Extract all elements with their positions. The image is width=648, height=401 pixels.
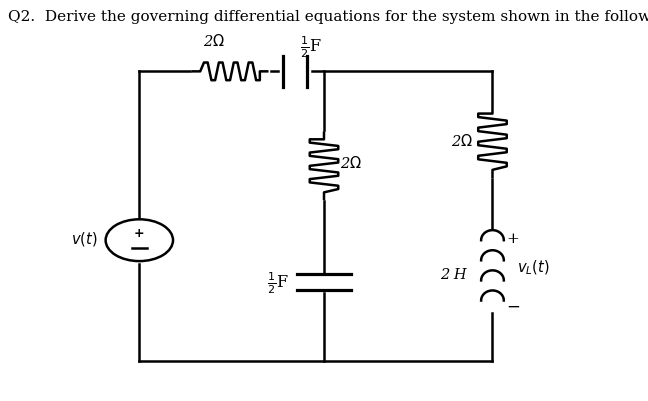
Text: $\frac{1}{2}$F: $\frac{1}{2}$F xyxy=(300,34,321,60)
Text: $\frac{1}{2}$F: $\frac{1}{2}$F xyxy=(267,270,288,296)
Text: −: − xyxy=(507,298,520,315)
Text: 2 H: 2 H xyxy=(440,268,467,282)
Text: 2$\Omega$: 2$\Omega$ xyxy=(340,154,362,170)
Text: $v_L(t)$: $v_L(t)$ xyxy=(517,257,550,276)
Text: +: + xyxy=(134,226,145,239)
Text: +: + xyxy=(507,232,520,245)
Text: 2$\Omega$: 2$\Omega$ xyxy=(203,33,225,49)
Text: Q2.  Derive the governing differential equations for the system shown in the fol: Q2. Derive the governing differential eq… xyxy=(8,10,648,24)
Text: 2$\Omega$: 2$\Omega$ xyxy=(451,132,473,148)
Text: $v(t)$: $v(t)$ xyxy=(71,230,98,247)
